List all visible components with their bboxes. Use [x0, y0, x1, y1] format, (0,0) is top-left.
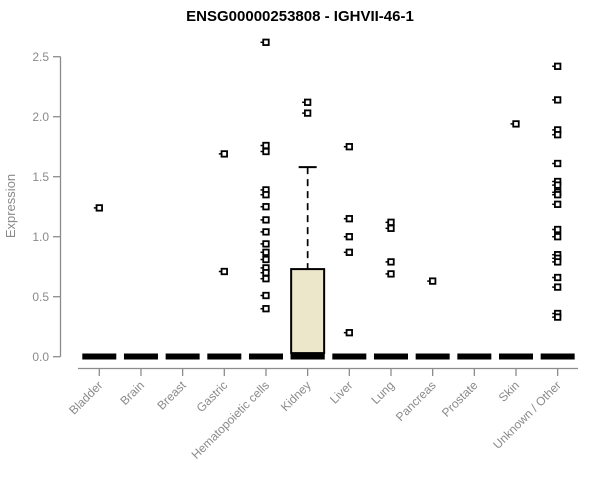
- zero-collapsed-box: [123, 353, 158, 360]
- data-point: [262, 203, 270, 211]
- data-point: [303, 98, 312, 106]
- y-axis-label: Expression: [3, 174, 18, 238]
- zero-collapsed-box: [499, 353, 533, 360]
- data-point: [345, 248, 353, 256]
- data-point: [387, 224, 395, 232]
- data-point: [220, 150, 228, 158]
- data-point: [554, 273, 562, 282]
- y-tick-label: 0.0: [32, 350, 49, 364]
- interquartile-box: [290, 268, 326, 355]
- data-point: [554, 313, 562, 321]
- data-point: [262, 275, 270, 283]
- data-point: [345, 233, 353, 241]
- data-point: [512, 120, 520, 128]
- x-tick-label: Liver: [327, 378, 355, 406]
- data-point: [554, 283, 562, 291]
- y-tick-label: 2.0: [32, 110, 49, 124]
- data-point: [262, 255, 270, 264]
- zero-collapsed-box: [248, 353, 283, 360]
- x-tick-label: Lung: [368, 378, 397, 407]
- data-point: [262, 291, 270, 300]
- data-point: [262, 147, 270, 156]
- y-tick-label: 1.5: [32, 170, 49, 184]
- data-point: [262, 305, 270, 313]
- x-tick-label: Gastric: [194, 378, 231, 415]
- data-point: [554, 62, 562, 70]
- data-point: [554, 96, 562, 104]
- data-point: [262, 191, 270, 199]
- data-point: [345, 143, 353, 151]
- data-point: [554, 200, 562, 208]
- zero-collapsed-box: [165, 353, 200, 360]
- data-point: [345, 329, 353, 337]
- data-point: [387, 270, 395, 278]
- data-point: [262, 141, 270, 150]
- zero-collapsed-box: [373, 353, 408, 360]
- zero-collapsed-box: [207, 353, 242, 360]
- data-point: [303, 109, 312, 117]
- data-point: [262, 38, 270, 46]
- data-point: [220, 267, 228, 276]
- data-point: [429, 277, 437, 285]
- x-tick-label: Brain: [117, 378, 147, 408]
- x-tick-label: Skin: [496, 378, 522, 404]
- x-tick-label: Breast: [154, 378, 189, 413]
- data-point: [554, 233, 562, 241]
- zero-collapsed-box: [540, 353, 575, 360]
- x-tick-label: Prostate: [439, 378, 481, 420]
- data-point: [262, 248, 270, 256]
- data-point: [387, 218, 395, 226]
- y-tick-label: 2.5: [32, 50, 49, 64]
- data-point: [387, 258, 395, 266]
- x-tick-label: Kidney: [278, 378, 314, 414]
- data-point: [554, 159, 562, 168]
- data-point: [554, 181, 562, 189]
- zero-collapsed-box: [332, 353, 367, 360]
- y-tick-label: 0.5: [32, 290, 49, 304]
- x-tick-label: Bladder: [66, 378, 105, 417]
- zero-collapsed-box: [415, 353, 450, 360]
- data-point: [262, 240, 270, 248]
- data-point: [262, 228, 270, 236]
- data-point: [554, 225, 562, 234]
- zero-collapsed-box: [457, 353, 492, 360]
- data-point: [345, 215, 353, 223]
- data-point: [554, 131, 562, 139]
- data-point: [262, 269, 270, 277]
- x-tick-label: Pancreas: [393, 378, 439, 424]
- data-point: [554, 191, 562, 199]
- chart-title: ENSG00000253808 - IGHVII-46-1: [186, 8, 414, 25]
- data-point: [262, 216, 270, 224]
- x-tick-label: Hematopoietic cells: [189, 378, 272, 461]
- y-tick-label: 1.0: [32, 230, 49, 244]
- zero-collapsed-box: [82, 353, 117, 360]
- data-marks: [82, 38, 575, 360]
- data-point: [554, 258, 562, 266]
- data-point: [95, 204, 103, 212]
